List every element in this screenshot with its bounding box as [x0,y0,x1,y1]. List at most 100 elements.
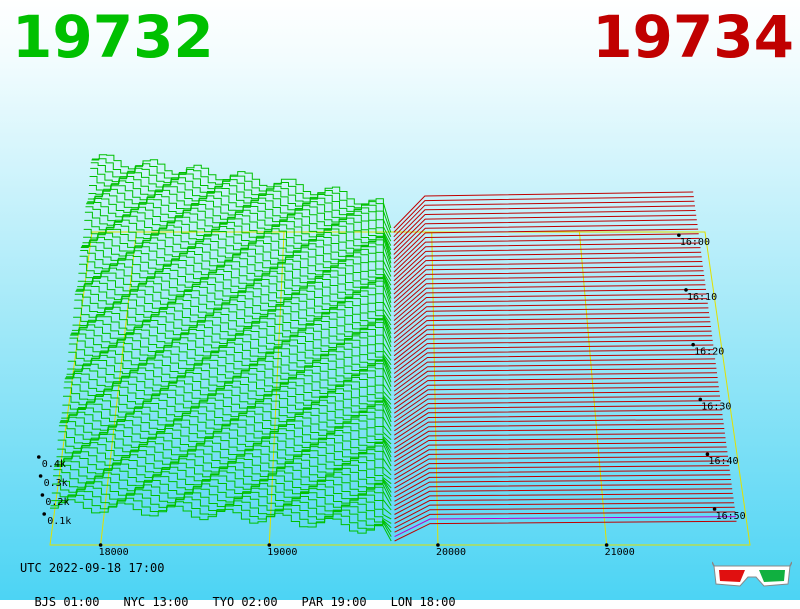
bid-depth-line [81,241,392,308]
ask-depth-line [394,386,719,414]
ask-depth-line [394,502,735,524]
bid-depth-line [88,185,392,255]
ask-depth-line [393,247,701,282]
ask-depth-line [394,474,731,498]
bid-depth-line [60,416,392,467]
time-tick-label-16:30: 16:30 [701,401,731,412]
ask-depth-line [393,205,696,242]
ask-depth-line [393,307,709,339]
z-tick-mark-0.1k [42,512,46,516]
bid-depth-line [70,333,392,392]
bid-depth-line [90,162,392,237]
bid-depth-line [76,285,392,348]
world-clocks: BJS 01:00 NYC 13:00 TYO 02:00 PAR 19:00 LON … [20,581,480,609]
ask-depth-line [393,210,696,246]
ask-depth-line [394,488,733,511]
chart-ticks: 18000 19000 20000 21000 0.1k 0.2k 0.3k 0.4k 16:0… [37,233,746,558]
ask-depth-line [394,390,720,419]
z-tick-label-0.3k: 0.3k [44,478,68,489]
bid-depth-line [79,255,392,321]
ask-depth-line [394,492,733,515]
clock-tyo: TYO 02:00 [212,595,278,609]
bid-depth-line [59,421,392,471]
bid-price: 19732 [12,3,214,71]
z-tick-label-0.2k: 0.2k [45,497,69,508]
clock-nyc: NYC 13:00 [123,595,189,609]
ask-depth-line [393,224,698,260]
ask-depth-line [394,455,729,480]
ask-depth-line [394,423,724,449]
x-tick-label-18000: 18000 [99,547,129,558]
bid-depth-line [80,245,392,312]
clock-bjs: BJS 01:00 [34,595,100,609]
ask-depth-line [393,219,697,255]
bid-depth-line [60,411,392,462]
ask-depth-line [393,196,694,233]
ask-depth-line [393,214,697,251]
ask-depth-line [393,367,717,396]
ask-depth-line [394,409,722,436]
bid-depth-line [72,316,392,374]
bid-depth-line [68,350,392,405]
ask-depth-line [393,302,708,335]
ask-depth-line [394,460,729,485]
ask-depth-line [393,242,700,277]
bid-depth-line [68,343,392,401]
bid-depth-line [67,359,392,414]
ask-depth-line [393,339,713,370]
bid-depth-line [63,394,392,445]
bid-depth-line [74,293,392,357]
ask-depth-line [394,506,735,529]
ask-depth-line [393,321,711,352]
bid-depth-line [80,250,392,317]
ask-depth-line [394,516,736,538]
ask-depth-line [394,428,725,454]
ask-depth-line [393,251,702,286]
bid-depth-line [84,211,392,282]
clock-lon: LON 18:00 [390,595,456,609]
bid-depth-line [74,299,392,361]
ask-depth-line [393,200,695,238]
ask-depth-line [393,298,708,330]
time-tick-mark-16:30 [698,397,703,402]
ask-depth-line [394,465,730,489]
time-tick-mark-16:00 [677,233,681,237]
bid-depth-line [57,437,392,485]
ask-depth-line [393,275,705,308]
ask-depth-line [393,228,699,264]
ask-price: 19734 [592,3,794,71]
ask-depth-line [393,237,700,273]
ask-depth-line [393,326,711,357]
bid-depth-line [70,329,392,387]
ask-depth-line [394,520,737,542]
bid-depth-line [73,306,392,365]
ask-depth-line [394,441,727,467]
z-tick-mark-0.2k [40,493,45,497]
ask-depth-line [393,270,704,304]
ask-depth-line [393,372,718,401]
bid-depth-line [79,263,392,326]
z-tick-label-0.1k: 0.1k [47,516,71,527]
ask-depth-line [393,284,706,317]
time-tick-mark-16:10 [684,288,688,292]
bid-depth-line [50,499,392,542]
time-tick-mark-16:40 [705,452,710,457]
ask-depth-line [393,293,707,326]
ask-depth-line [393,353,715,383]
ask-depth-line [394,437,726,463]
ask-depth-line [393,349,714,379]
ask-depth-line [393,316,710,348]
bid-depth-line [64,377,392,432]
bid-depth-line [54,460,392,506]
z-tick-mark-0.4k [37,455,41,459]
ask-depth-line [393,335,713,366]
ask-depth-line [394,451,728,476]
ask-depth-line [393,191,694,229]
ask-depth-line [394,497,734,520]
bid-depth-line [63,387,392,440]
bid-depth-line [85,206,392,277]
ask-depth-line [394,404,722,432]
ask-depth-line [393,358,716,388]
time-tick-label-16:40: 16:40 [708,456,738,467]
3d-glasses-icon[interactable] [712,560,792,592]
